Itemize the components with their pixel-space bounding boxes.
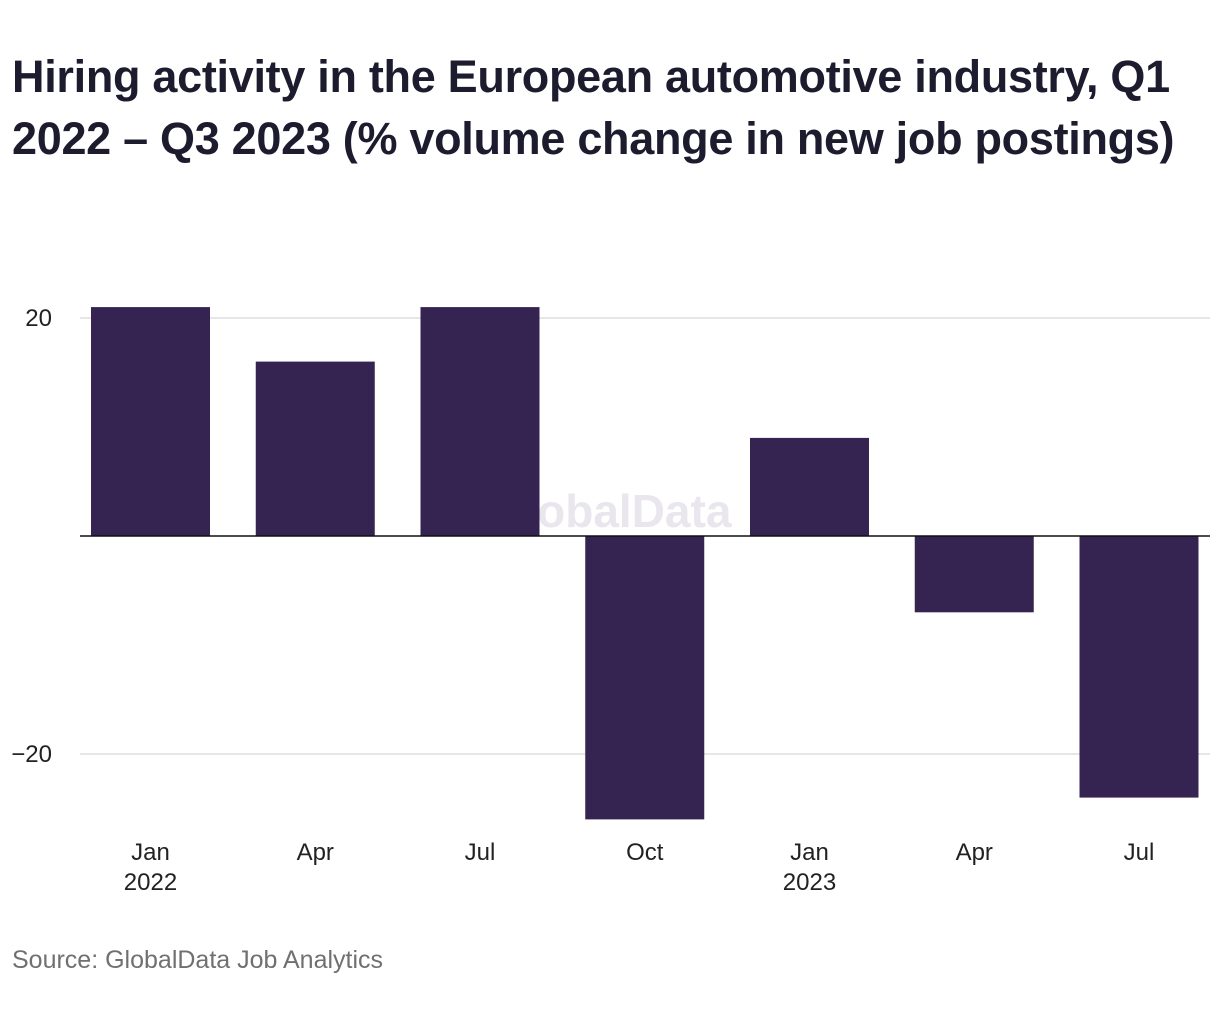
x-axis-ticks: Jan 2022 Apr Jul Oct Jan 2023 Apr Jul xyxy=(124,839,1155,896)
bar-apr-2023 xyxy=(914,536,1034,613)
bar-apr-2022 xyxy=(255,361,375,536)
y-tick-label: −20 xyxy=(11,741,52,768)
x-tick-label: Jan xyxy=(790,839,829,866)
x-tick-label: Oct xyxy=(626,839,664,866)
bar-jan-2022 xyxy=(91,307,210,536)
source-note: Source: GlobalData Job Analytics xyxy=(12,946,384,974)
x-tick-year-label: 2023 xyxy=(783,869,836,896)
x-tick-year-label: 2022 xyxy=(124,869,177,896)
y-axis-ticks: 20 −20 xyxy=(11,305,52,768)
bar-jan-2023 xyxy=(750,437,869,536)
bar-oct-2022 xyxy=(585,536,705,820)
chart-title: Hiring activity in the European automoti… xyxy=(12,51,1175,164)
x-tick-label: Apr xyxy=(956,839,993,866)
x-tick-label: Jul xyxy=(1124,839,1155,866)
x-tick-label: Apr xyxy=(297,839,334,866)
bar-jul-2023 xyxy=(1079,536,1199,798)
bar-jul-2022 xyxy=(420,307,540,536)
x-tick-label: Jul xyxy=(465,839,496,866)
bar-layer xyxy=(91,307,1199,820)
x-tick-label: Jan xyxy=(131,839,170,866)
y-tick-label: 20 xyxy=(25,305,52,332)
